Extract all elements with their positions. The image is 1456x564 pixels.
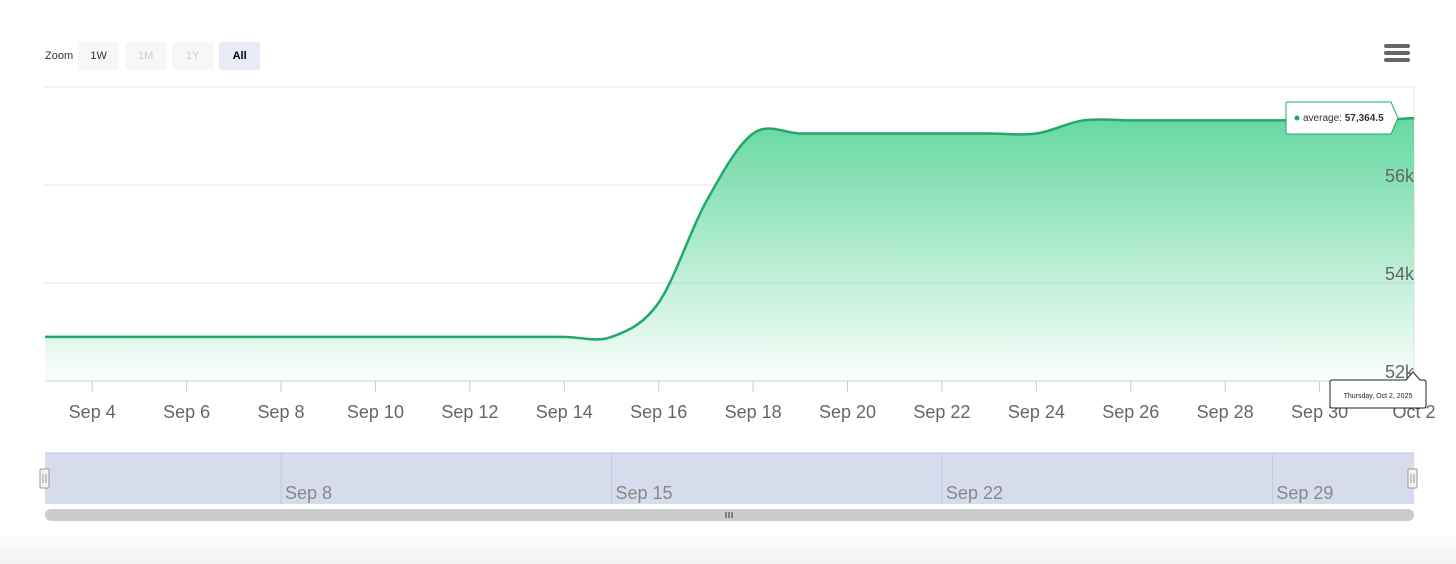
hover-tooltip: average: 57,364.5: [1285, 101, 1399, 135]
navigator-label: Sep 29: [1276, 483, 1333, 503]
grip-icon: [725, 512, 733, 518]
scrollbar[interactable]: [45, 509, 1414, 521]
x-tick-label: Sep 12: [441, 402, 498, 422]
x-tick-label: Sep 26: [1102, 402, 1159, 422]
x-tick-label: Sep 6: [163, 402, 210, 422]
x-crosshair-label: Thursday, Oct 2, 2025: [1329, 371, 1427, 409]
svg-text:average: 57,364.5: average: 57,364.5: [1303, 113, 1384, 124]
navigator-labels: Sep 8 Sep 15 Sep 22 Sep 29: [280, 453, 1333, 504]
x-tick-label: Sep 16: [630, 402, 687, 422]
x-tick-label: Sep 8: [258, 402, 305, 422]
y-tick-label: 54k: [1385, 264, 1415, 284]
x-tick-label: Sep 14: [536, 402, 593, 422]
zoom-label: Zoom: [45, 50, 74, 62]
series-line: [45, 116, 1415, 341]
tooltip-series-label: average: [1303, 113, 1340, 124]
navigator-handle-right[interactable]: [1407, 468, 1418, 489]
x-tick-label: Sep 4: [69, 402, 116, 422]
zoom-1y-button[interactable]: 1Y: [172, 42, 214, 70]
series-area: [45, 118, 1414, 382]
zoom-bar: Zoom 1W 1M 1Y All: [45, 42, 266, 70]
y-axis-labels: 52k 54k 56k: [1385, 166, 1415, 382]
zoom-1w-button[interactable]: 1W: [78, 42, 120, 70]
tooltip-value: 57,364.5: [1345, 113, 1384, 124]
crosshair-date: Thursday, Oct 2, 2025: [1344, 393, 1413, 400]
navigator[interactable]: Sep 8 Sep 15 Sep 22 Sep 29: [39, 452, 1418, 504]
navigator-mask[interactable]: [45, 453, 1414, 504]
y-tick-label: 52k: [1385, 362, 1415, 382]
x-tick-label: Sep 10: [347, 402, 404, 422]
navigator-handle-left[interactable]: [39, 468, 50, 489]
hamburger-menu-icon[interactable]: [1384, 44, 1410, 66]
navigator-label: Sep 22: [946, 483, 1003, 503]
y-tick-label: 56k: [1385, 166, 1415, 186]
footer-shade: [0, 530, 1456, 564]
x-tick-label: Sep 20: [819, 402, 876, 422]
zoom-1m-button[interactable]: 1M: [125, 42, 167, 70]
x-tick-label: Sep 24: [1008, 402, 1065, 422]
series-marker-icon: [1294, 115, 1300, 121]
zoom-all-button[interactable]: All: [219, 42, 261, 70]
navigator-label: Sep 8: [285, 483, 332, 503]
x-axis: Sep 4 Sep 6 Sep 8 Sep 10 Sep 12 Sep 14 Sep 16 S…: [45, 380, 1436, 422]
x-tick-label: Sep 18: [725, 402, 782, 422]
x-tick-label: Sep 22: [913, 402, 970, 422]
x-tick-label: Sep 28: [1197, 402, 1254, 422]
navigator-label: Sep 15: [615, 483, 672, 503]
